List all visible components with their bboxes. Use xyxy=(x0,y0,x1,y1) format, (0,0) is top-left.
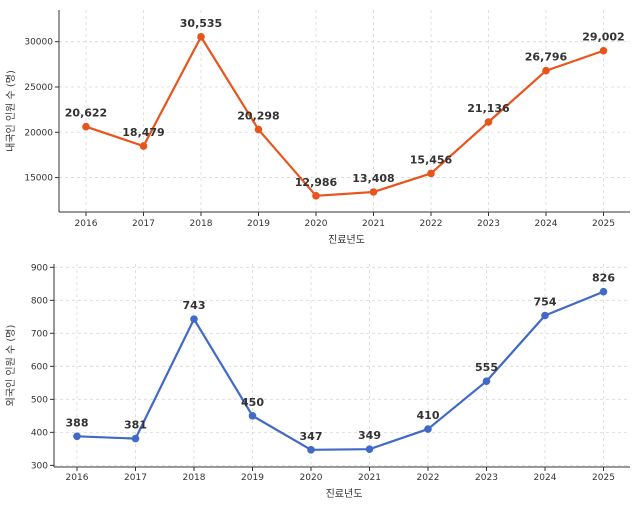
y-tick-label: 900 xyxy=(31,263,48,273)
data-point xyxy=(254,125,263,134)
data-label: 743 xyxy=(183,299,206,312)
x-tick-label: 2024 xyxy=(535,219,558,229)
data-point xyxy=(424,425,432,433)
data-point xyxy=(427,169,435,178)
x-tick-label: 2018 xyxy=(183,473,206,483)
y-tick-label: 15000 xyxy=(24,174,53,184)
x-tick-label: 2022 xyxy=(417,473,440,483)
x-axis-title: 진료년도 xyxy=(326,488,363,500)
data-point xyxy=(73,432,81,441)
x-tick-label: 2021 xyxy=(358,473,381,483)
data-label: 29,002 xyxy=(582,31,624,44)
data-point xyxy=(365,445,374,453)
chart-foreign: 300 400 500 600 700 800 900 2016 2017 2018 2019 202… xyxy=(5,263,630,500)
data-point xyxy=(131,434,140,443)
x-tick-label: 2025 xyxy=(592,219,615,229)
y-tick-label: 25000 xyxy=(24,83,53,93)
data-label: 754 xyxy=(534,295,557,308)
x-tick-label: 2017 xyxy=(132,219,155,229)
data-label: 21,136 xyxy=(467,102,510,115)
data-point xyxy=(482,377,491,385)
x-tick-label: 2019 xyxy=(247,219,270,229)
data-point xyxy=(139,142,148,150)
data-label: 349 xyxy=(358,429,381,442)
y-axis-title: 외국인 인원 수 (명) xyxy=(5,325,17,407)
data-point xyxy=(312,192,320,200)
data-label: 555 xyxy=(475,361,498,374)
data-label: 13,408 xyxy=(352,172,394,185)
data-point xyxy=(197,33,205,41)
x-tick-label: 2016 xyxy=(75,219,98,229)
x-axis-title: 진료년도 xyxy=(328,234,365,246)
x-tick-label: 2019 xyxy=(241,473,264,483)
data-label: 15,456 xyxy=(410,153,453,166)
x-tick-label: 2023 xyxy=(477,219,500,229)
data-point xyxy=(248,412,257,420)
data-point xyxy=(307,446,315,454)
data-label: 30,535 xyxy=(180,17,222,30)
data-point xyxy=(599,46,608,55)
data-label: 20,298 xyxy=(237,110,279,123)
data-label: 388 xyxy=(66,416,89,429)
x-tick-label: 2017 xyxy=(124,473,147,483)
y-tick-label: 300 xyxy=(31,461,48,471)
y-tick-label: 800 xyxy=(31,296,48,306)
x-tick-label: 2020 xyxy=(305,219,328,229)
data-point xyxy=(369,188,378,196)
x-tick-label: 2022 xyxy=(420,219,443,229)
data-label: 18,479 xyxy=(122,126,164,139)
y-tick-label: 600 xyxy=(31,362,48,372)
series-line xyxy=(76,290,604,451)
y-axis-title: 내국인 인원 수 (명) xyxy=(5,70,17,152)
data-point xyxy=(82,122,90,131)
x-tick-label: 2020 xyxy=(300,473,323,483)
y-tick-label: 30000 xyxy=(24,38,53,48)
data-label: 347 xyxy=(300,430,323,443)
x-tick-label: 2025 xyxy=(592,473,615,483)
y-tick-label: 700 xyxy=(31,329,48,339)
data-label: 381 xyxy=(124,419,147,432)
data-label: 450 xyxy=(241,396,264,409)
series-line xyxy=(85,35,604,197)
x-tick-label: 2024 xyxy=(534,473,557,483)
y-tick-label: 20000 xyxy=(24,128,53,138)
data-point xyxy=(542,66,550,75)
data-label: 12,986 xyxy=(295,176,338,189)
data-label: 826 xyxy=(592,272,615,285)
y-tick-label: 500 xyxy=(31,395,48,405)
x-tick-label: 2021 xyxy=(362,219,385,229)
chart-domestic: 15000 20000 25000 30000 2016 2017 2018 2019 2020… xyxy=(5,10,630,246)
data-point xyxy=(484,118,493,126)
data-label: 410 xyxy=(417,409,440,422)
data-point xyxy=(541,311,549,320)
data-point xyxy=(190,315,198,323)
x-tick-label: 2023 xyxy=(475,473,498,483)
data-label: 26,796 xyxy=(525,51,568,64)
data-label: 20,622 xyxy=(65,107,107,120)
data-point xyxy=(599,287,608,296)
x-tick-label: 2016 xyxy=(66,473,89,483)
x-tick-label: 2018 xyxy=(190,219,213,229)
y-tick-label: 400 xyxy=(31,428,48,438)
